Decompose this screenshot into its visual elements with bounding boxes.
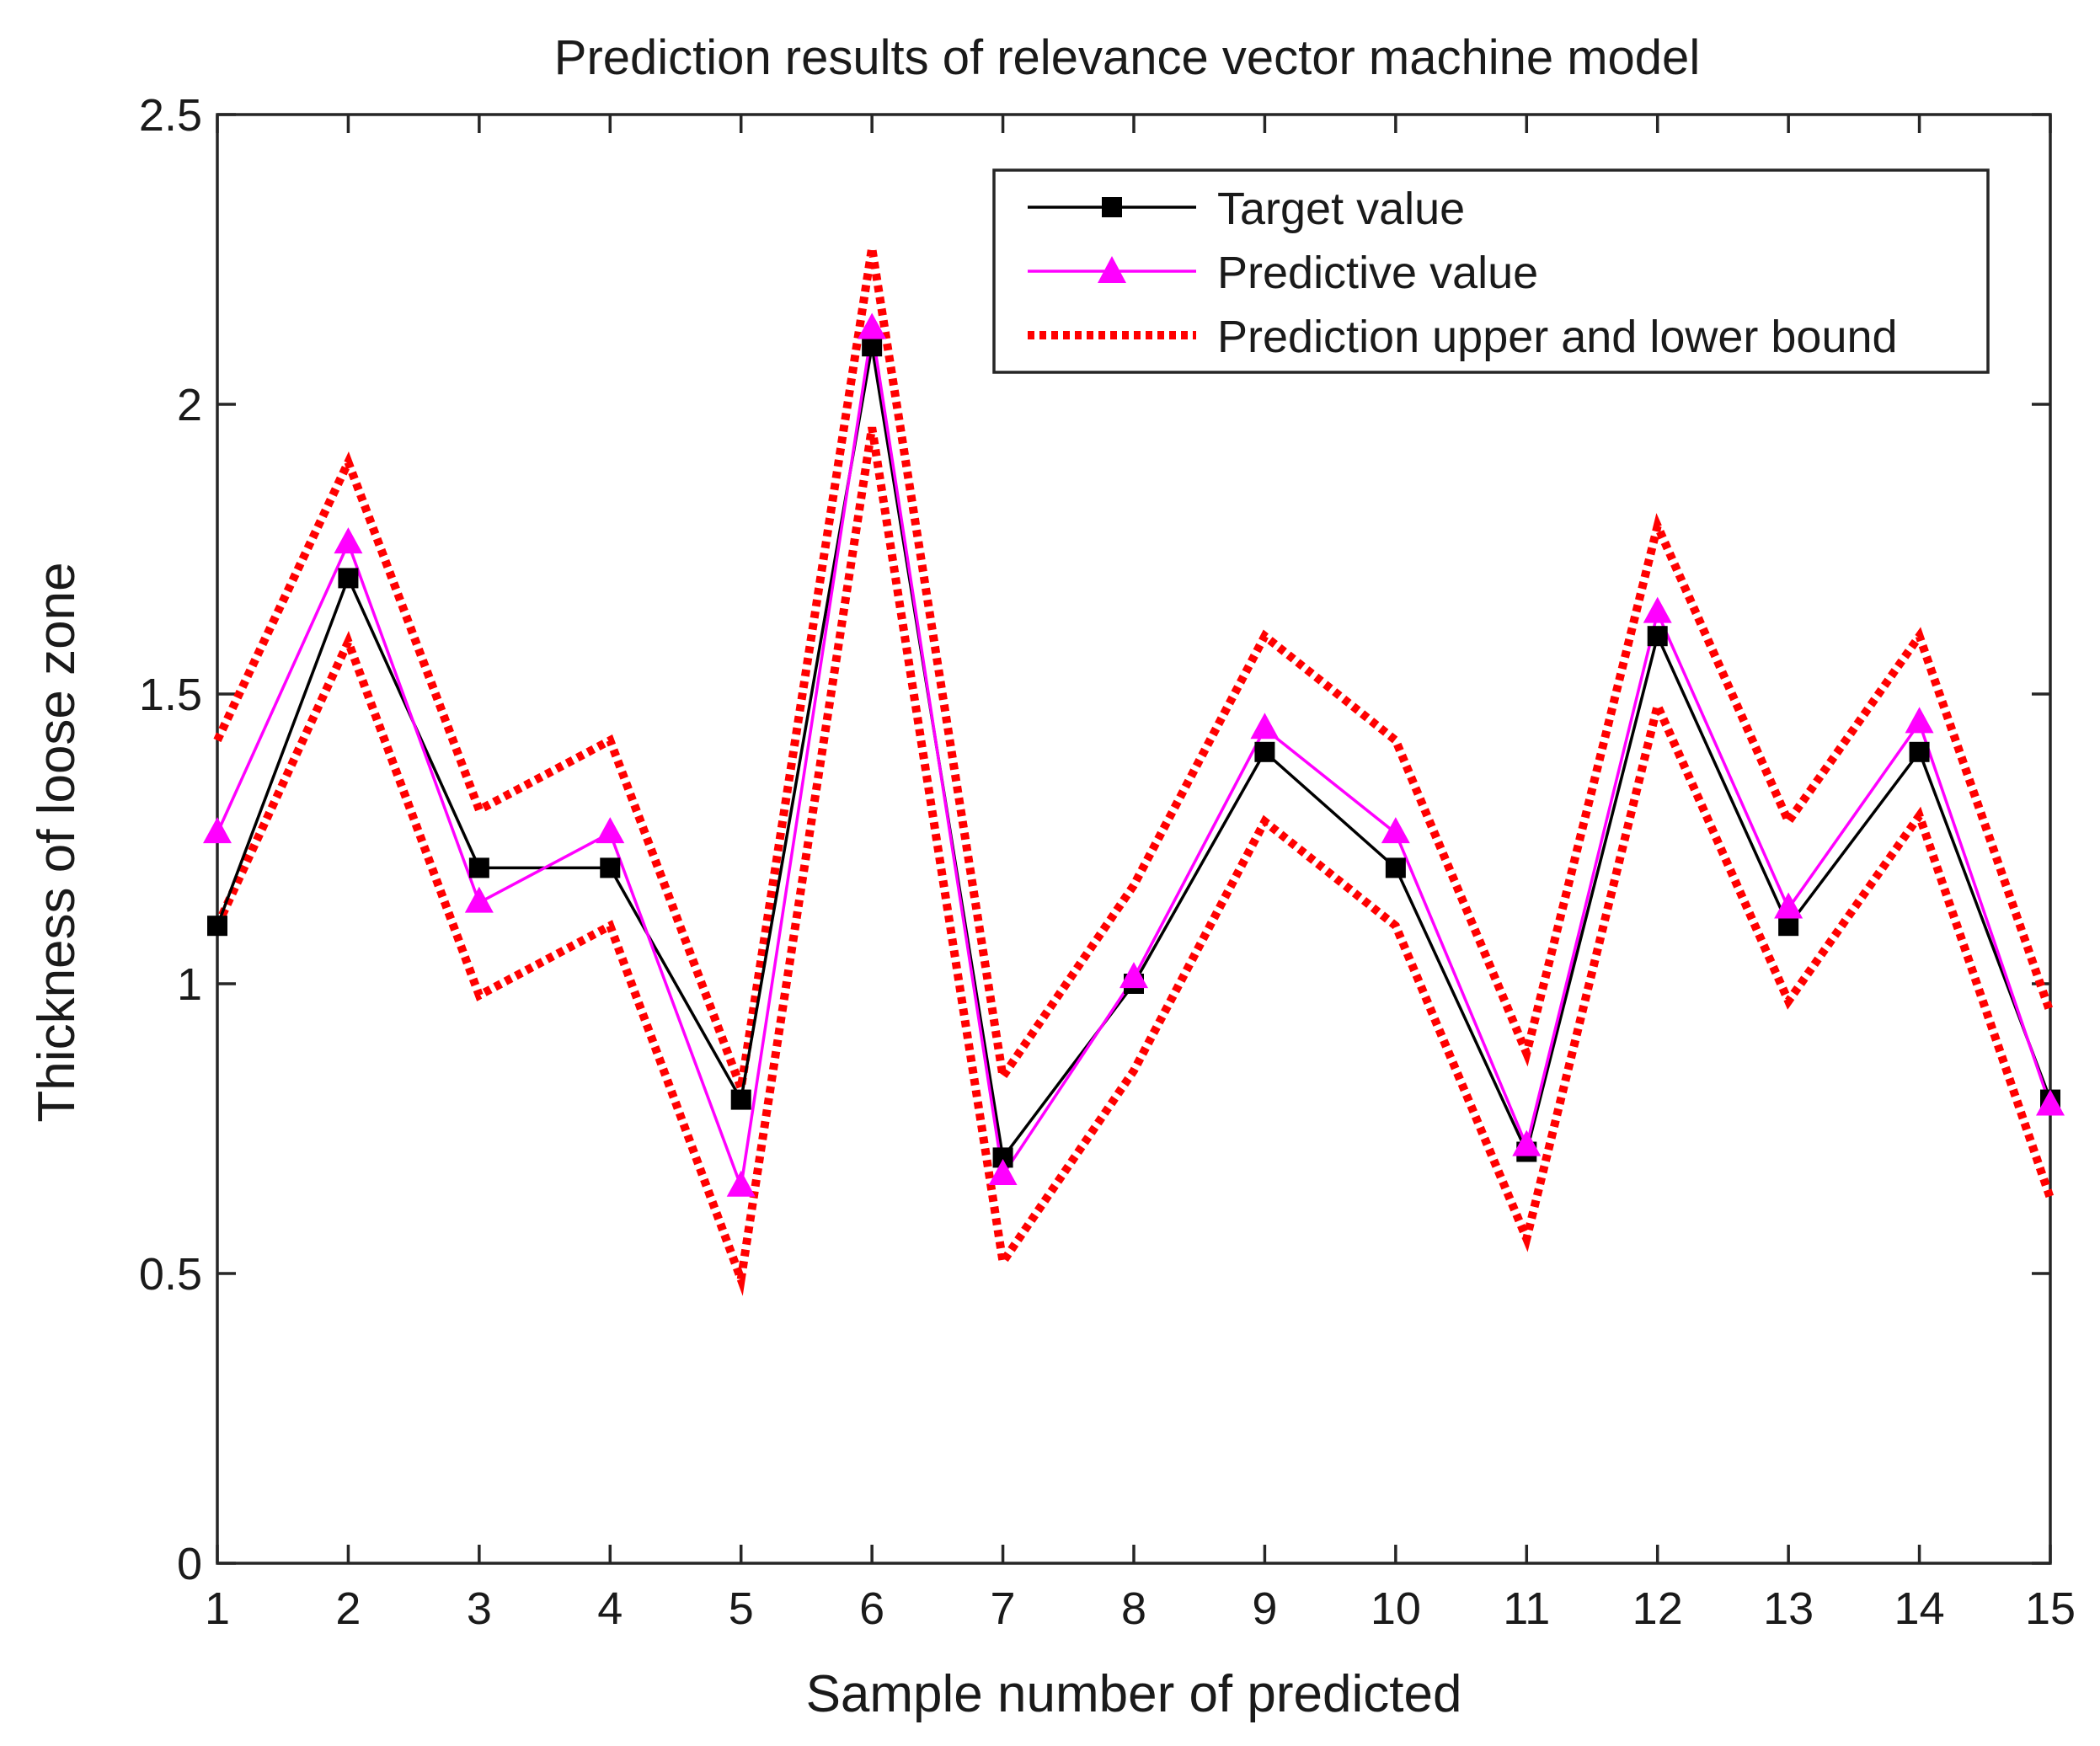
- predictive-point: [726, 1170, 756, 1197]
- predictive-point: [203, 817, 232, 844]
- x-tick-label: 12: [1632, 1583, 1683, 1634]
- predictive-point: [1905, 707, 1934, 734]
- y-tick-label: 1.5: [139, 670, 202, 720]
- x-axis-label: Sample number of predicted: [806, 1665, 1462, 1723]
- predictive-point: [1512, 1129, 1542, 1156]
- predictive-point: [1119, 962, 1148, 989]
- predictive-point: [1774, 892, 1803, 919]
- legend-predictive-label: Predictive value: [1217, 248, 1538, 298]
- predictive-point: [464, 886, 494, 913]
- y-tick-label: 0: [177, 1539, 202, 1589]
- target-point: [468, 857, 489, 878]
- target-point: [207, 916, 227, 937]
- x-tick-label: 5: [729, 1583, 754, 1634]
- legend-bound-label: Prediction upper and lower bound: [1217, 312, 1898, 362]
- legend: Target value Predictive value Prediction…: [992, 168, 1990, 374]
- predictive-point: [596, 817, 625, 844]
- y-tick-label: 1: [177, 959, 202, 1010]
- target-point: [338, 568, 359, 589]
- predictive-point: [2036, 1089, 2065, 1116]
- x-tick-label: 8: [1121, 1583, 1146, 1634]
- predictive-point: [334, 527, 363, 554]
- legend-predictive-marker: [1098, 256, 1126, 283]
- predictive-point: [1643, 596, 1672, 623]
- y-tick-label: 2: [177, 380, 202, 430]
- y-tick-label: 0.5: [139, 1249, 202, 1300]
- x-tick-label: 1: [205, 1583, 230, 1634]
- bounds-layer: [213, 247, 2055, 1296]
- chart-title: Prediction results of relevance vector m…: [554, 30, 1700, 85]
- predictive-point: [858, 312, 887, 339]
- predictive-point: [988, 1159, 1018, 1186]
- target-point: [1385, 857, 1406, 878]
- legend-target-label: Target value: [1217, 184, 1465, 234]
- x-tick-label: 6: [859, 1583, 884, 1634]
- x-tick-label: 15: [2025, 1583, 2076, 1634]
- series-layer: [203, 312, 2065, 1197]
- target-point: [1778, 916, 1799, 937]
- x-tick-label: 4: [597, 1583, 623, 1634]
- x-tick-label: 11: [1503, 1583, 1550, 1634]
- x-tick-label: 2: [335, 1583, 361, 1634]
- y-tick-label: 2.5: [139, 90, 202, 141]
- y-axis-label: Thickness of loose zone: [28, 562, 86, 1122]
- target-point: [1254, 741, 1275, 762]
- target-point: [1909, 741, 1930, 762]
- x-tick-label: 3: [467, 1583, 492, 1634]
- x-tick-label: 9: [1252, 1583, 1277, 1634]
- target-point: [862, 336, 883, 357]
- lower-bound-line: [213, 426, 2055, 1296]
- x-tick-label: 14: [1894, 1583, 1945, 1634]
- x-tick-label: 13: [1763, 1583, 1814, 1634]
- predictive-point: [1381, 817, 1410, 844]
- legend-target-marker: [1102, 197, 1122, 217]
- upper-bound-line: [213, 247, 2055, 1105]
- target-point: [1647, 626, 1668, 647]
- x-tick-label: 7: [991, 1583, 1016, 1634]
- predictive-point: [1250, 713, 1280, 740]
- target-point: [600, 857, 621, 878]
- x-tick-label: 10: [1371, 1583, 1421, 1634]
- target-point: [730, 1089, 751, 1110]
